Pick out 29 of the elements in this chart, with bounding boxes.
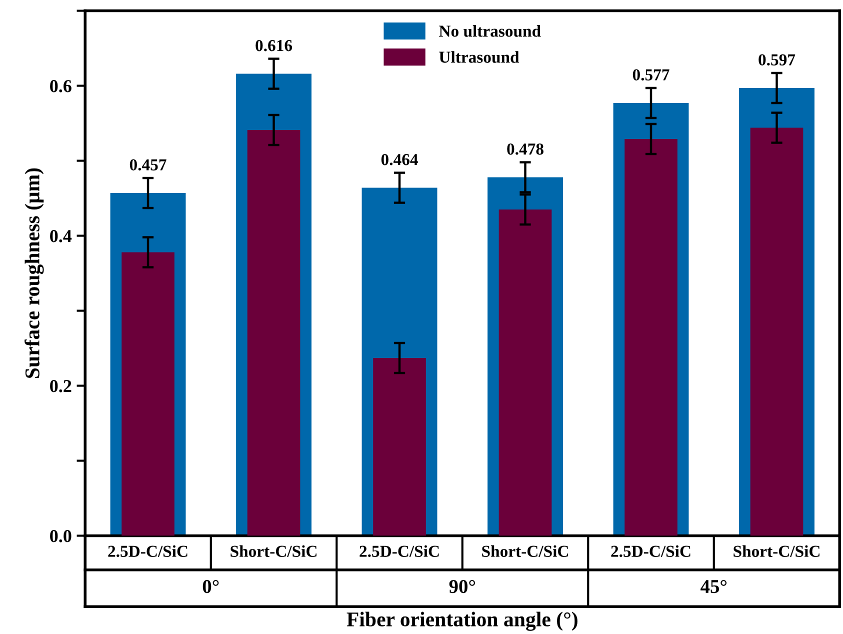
bar [373, 358, 426, 536]
y-tick-label: 0.0 [50, 530, 72, 542]
y-tick-label: 0.2 [50, 380, 72, 392]
bar [624, 139, 678, 536]
x-tick-label: 2.5D-C/SiC [611, 545, 690, 558]
data-label: 0.597 [758, 54, 796, 66]
bar [122, 252, 174, 536]
x-tick-label: Short-C/SiC [230, 545, 316, 557]
y-axis-title: Surface roughness (μm) [24, 168, 44, 378]
y-tick-label: 0.4 [50, 230, 72, 242]
x-tick-label: Short-C/SiC [482, 545, 568, 557]
data-label: 0.457 [130, 159, 166, 171]
x-tick-label: Short-C/SiC [734, 545, 820, 557]
text: 90° [449, 580, 476, 594]
text: 0° [202, 580, 219, 594]
data-label: 0.616 [256, 40, 292, 52]
bar [750, 128, 804, 536]
text: 45° [700, 580, 727, 594]
bar [498, 210, 552, 536]
data-label: 0.577 [632, 69, 670, 81]
data-label: 0.464 [381, 154, 418, 166]
x-tick-label: 2.5D-C/SiC [360, 545, 439, 558]
legend-label: No ultrasound [439, 25, 541, 37]
bar [247, 130, 300, 536]
data-label: 0.478 [507, 143, 544, 155]
x-tick-label: 2.5D-C/SiC [108, 545, 188, 558]
y-tick-label: 0.6 [50, 80, 72, 92]
x-axis-title: Fiber orientation angle (°) [346, 612, 578, 631]
legend-label: Ultrasound [439, 51, 520, 63]
